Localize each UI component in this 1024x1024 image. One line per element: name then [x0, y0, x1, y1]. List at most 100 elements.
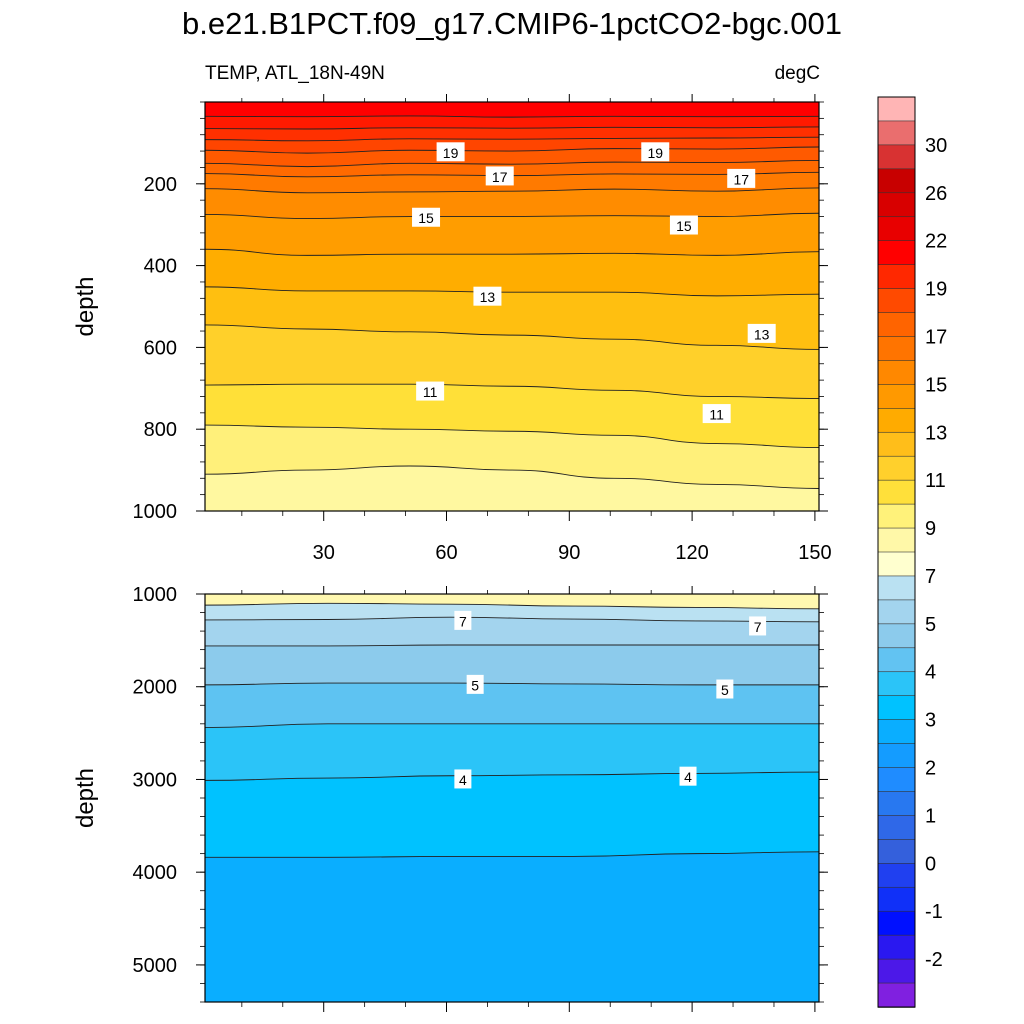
- colorbar-swatch: [877, 240, 916, 266]
- colorbar-label: 22: [925, 231, 947, 253]
- colorbar-label: 9: [925, 518, 936, 540]
- isotherm-21: [205, 126, 819, 130]
- isotherm-13: [205, 286, 819, 297]
- colorbar-swatch: [877, 958, 916, 984]
- contour-label: 4: [459, 772, 467, 788]
- colorbar-label: 26: [925, 183, 947, 205]
- contour-label: 17: [492, 169, 508, 185]
- colorbar-swatch: [877, 551, 916, 577]
- isotherm-22: [205, 115, 819, 118]
- band-below-9: [205, 466, 819, 511]
- isotherm-4.5: [205, 723, 819, 728]
- contour-label: 5: [721, 682, 729, 698]
- isotherm-20: [205, 136, 819, 142]
- contour-label-bg: [702, 404, 731, 424]
- isotherm-7: [205, 616, 819, 623]
- colorbar-swatch: [877, 839, 916, 865]
- colorbar-swatch: [877, 168, 916, 194]
- colorbar-label: 4: [925, 662, 936, 684]
- colorbar-swatch: [877, 791, 916, 817]
- contour-label: 13: [480, 289, 496, 305]
- colorbar-swatch: [877, 910, 916, 936]
- colorbar-swatch: [877, 288, 916, 314]
- contour-label: 15: [676, 218, 692, 234]
- isotherm-6: [205, 644, 819, 647]
- contour-label-bg: [641, 142, 670, 162]
- colorbar-swatch: [877, 216, 916, 242]
- colorbar-swatch: [877, 312, 916, 338]
- colorbar-swatch: [877, 623, 916, 649]
- panel-upper: 19 19 17 17 15 15 13 13 11 11 200 400 600 800 1000 30 60…: [72, 94, 832, 564]
- y-tick-label: 600: [144, 337, 177, 359]
- x-tick-label: 60: [435, 542, 457, 564]
- colorbar-swatch: [877, 527, 916, 553]
- contour-label: 7: [754, 619, 762, 635]
- contour-label-bg: [679, 766, 697, 786]
- y-axis-label: depth: [72, 276, 99, 336]
- isotherm-3.5: [205, 851, 819, 858]
- contour-label-bg: [747, 323, 776, 343]
- y-tick-label: 3000: [133, 769, 178, 791]
- contour-label-bg: [436, 142, 465, 162]
- colorbar-swatch: [877, 767, 916, 793]
- contour-label-bg: [416, 381, 445, 401]
- colorbar-swatch: [877, 671, 916, 697]
- contour-label-bg: [727, 168, 756, 188]
- isotherm-8: [205, 602, 819, 610]
- isotherm-5: [205, 682, 819, 686]
- contour-label-bg: [454, 610, 472, 630]
- isotherm-11: [205, 383, 819, 399]
- contour-label-bg: [473, 286, 502, 306]
- colorbar-swatch: [877, 479, 916, 505]
- colorbar-label: -2: [925, 949, 943, 971]
- contour-label: 19: [443, 145, 459, 161]
- isotherm-14: [205, 248, 819, 256]
- contour-field: 19 19 17 17 15 15 13 13 11 11: [205, 102, 819, 511]
- colorbar-label: 1: [925, 805, 936, 827]
- colorbar-frame: [877, 96, 916, 1008]
- colorbar-label: 5: [925, 614, 936, 636]
- contour-label: 7: [459, 613, 467, 629]
- colorbar-swatch: [877, 503, 916, 529]
- contour-label-bg: [412, 207, 441, 227]
- contour-label: 13: [754, 326, 770, 342]
- isotherm-16: [205, 187, 819, 194]
- x-tick-label: 150: [798, 542, 831, 564]
- colorbar-swatch: [877, 360, 916, 386]
- y-tick-label: 5000: [133, 955, 178, 977]
- chart-title: b.e21.B1PCT.f09_g17.CMIP6-1pctCO2-bgc.00…: [182, 6, 842, 41]
- colorbar-label: 2: [925, 758, 936, 780]
- contour-label: 4: [684, 769, 692, 785]
- y-tick-label: 4000: [133, 862, 178, 884]
- colorbar-swatch: [877, 695, 916, 721]
- colorbar-swatch: [877, 719, 916, 745]
- colorbar-swatch: [877, 647, 916, 673]
- colorbar-swatch: [877, 982, 916, 1008]
- variable-label: TEMP, ATL_18N-49N: [205, 63, 385, 84]
- colorbar-swatch: [877, 408, 916, 434]
- contour-label-bg: [466, 674, 484, 694]
- colorbar-swatch: [877, 336, 916, 362]
- contour-label-bg: [669, 215, 698, 235]
- contour-label: 11: [423, 384, 438, 400]
- colorbar-swatch: [877, 575, 916, 601]
- isotherm-12: [205, 324, 819, 350]
- colorbar-label: 11: [925, 470, 946, 492]
- y-tick-label: 800: [144, 419, 177, 441]
- colorbar-swatch: [877, 886, 916, 913]
- colorbar-label: 13: [925, 422, 947, 444]
- contour-label: 17: [733, 171, 749, 187]
- colorbar-swatch: [877, 384, 916, 410]
- x-tick-label: 120: [675, 542, 708, 564]
- colorbar-swatch: [877, 934, 916, 960]
- colorbar-label: 0: [925, 853, 936, 875]
- units-label: degC: [774, 63, 820, 84]
- panel-lower: 7 7 5 5 4 4 1000 2000 3000 4000 5000 depth: [72, 584, 828, 1012]
- colorbar-label: 19: [925, 279, 947, 301]
- isotherm-10: [205, 424, 819, 449]
- colorbar-label: 17: [925, 326, 947, 348]
- y-tick-label: 400: [144, 256, 177, 278]
- y-tick-label: 1000: [133, 584, 178, 606]
